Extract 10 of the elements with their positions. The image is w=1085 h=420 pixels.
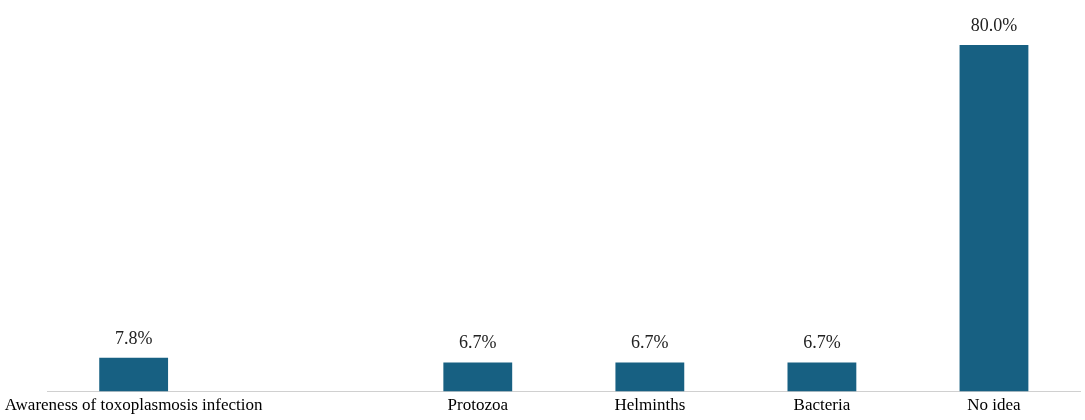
x-tick-label: No idea: [967, 395, 1022, 415]
data-label: 6.7%: [459, 332, 497, 353]
data-label: 6.7%: [803, 332, 841, 353]
x-tick-label: Protozoa: [447, 395, 509, 415]
data-label: 80.0%: [970, 14, 1018, 35]
data-label: 7.8%: [114, 327, 153, 348]
x-tick-label: Helminths: [614, 395, 686, 415]
x-tick-label: Awareness of toxoplasmosis infection: [4, 395, 263, 415]
data-label: 6.7%: [631, 332, 669, 353]
x-tick-label: Bacteria: [793, 395, 851, 415]
